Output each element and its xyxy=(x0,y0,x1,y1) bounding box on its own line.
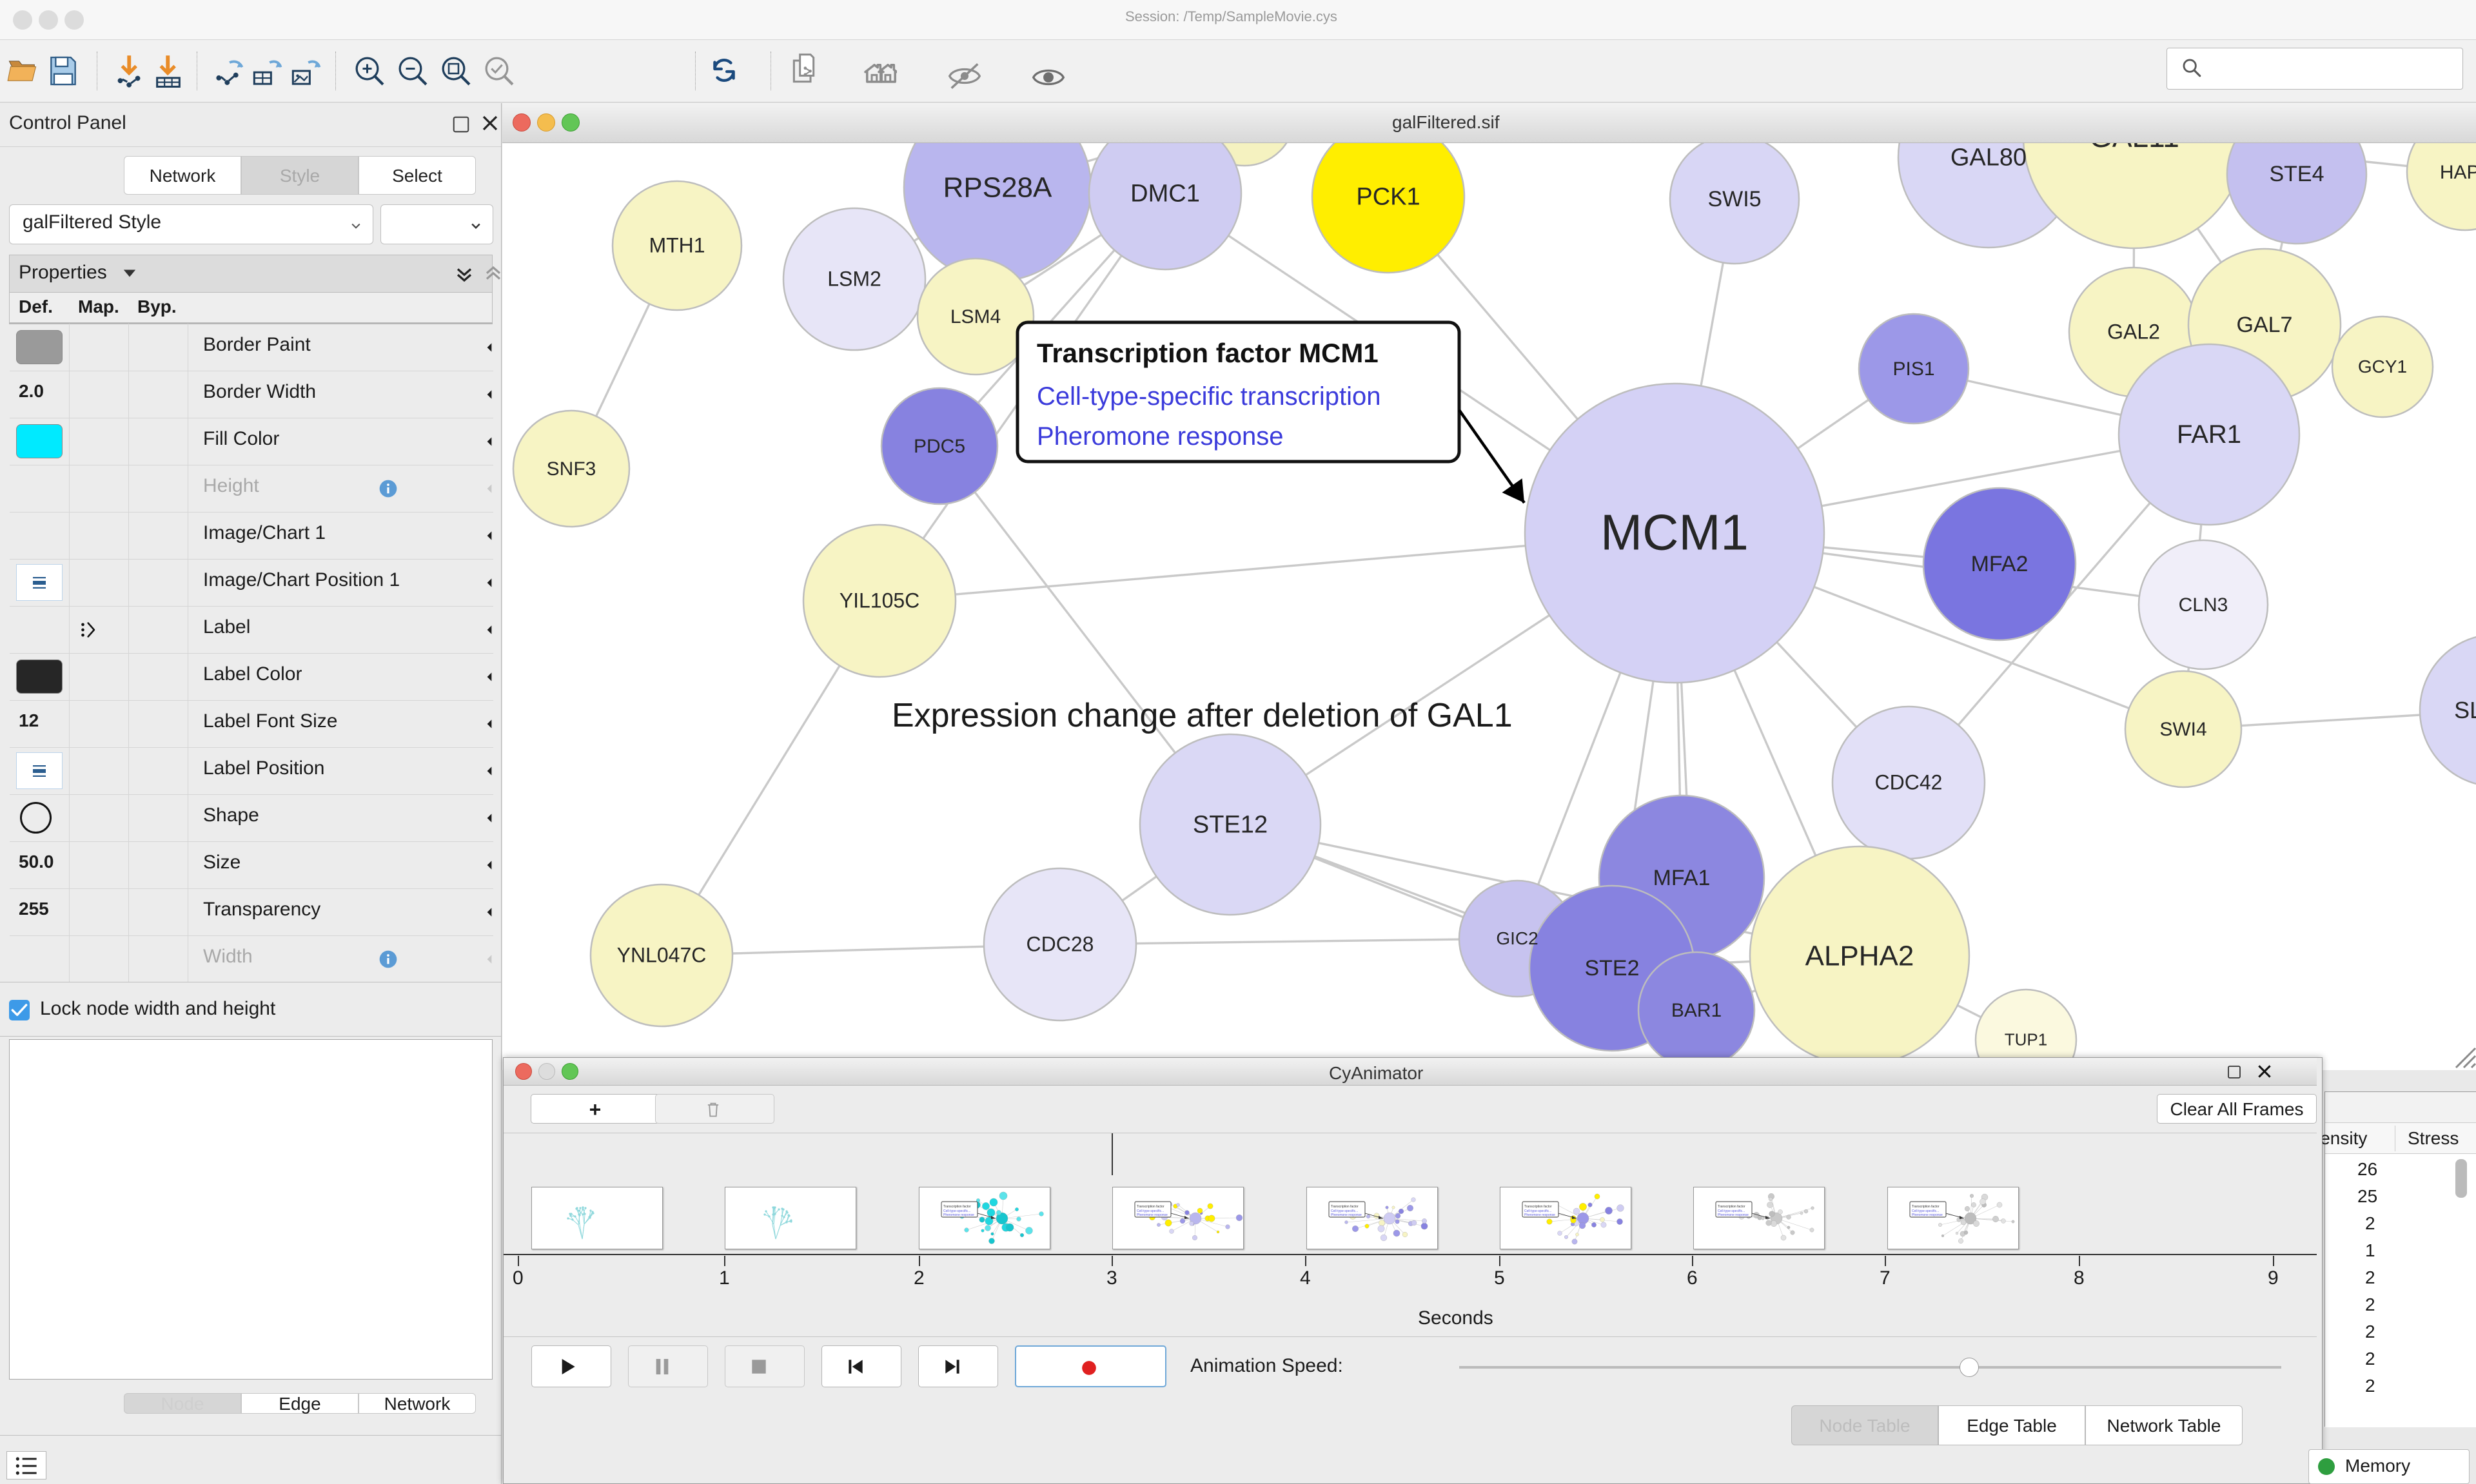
svg-text:MFA2: MFA2 xyxy=(1971,552,2029,576)
svg-text:MCM1: MCM1 xyxy=(1600,504,1749,561)
svg-text:PIS1: PIS1 xyxy=(1892,358,1934,380)
svg-text:PDC5: PDC5 xyxy=(914,436,965,457)
svg-text:PCK1: PCK1 xyxy=(1356,184,1420,211)
svg-text:CLN3: CLN3 xyxy=(2179,594,2228,616)
svg-text:Pheromone response: Pheromone response xyxy=(1331,1213,1362,1217)
svg-text:RPS28A: RPS28A xyxy=(943,172,1052,204)
svg-text:Pheromone response: Pheromone response xyxy=(1137,1213,1168,1217)
svg-text:YNL047C: YNL047C xyxy=(617,944,707,967)
svg-text:Cell-type-specific transcripti: Cell-type-specific transcription xyxy=(1037,382,1381,411)
svg-text:GAL7: GAL7 xyxy=(2237,313,2293,337)
svg-text:GAL2: GAL2 xyxy=(2107,320,2160,344)
svg-text:SWI5: SWI5 xyxy=(1707,187,1761,211)
svg-text:Pheromone response: Pheromone response xyxy=(943,1213,974,1217)
svg-text:Transcription factor: Transcription factor xyxy=(1912,1205,1940,1209)
svg-text:DMC1: DMC1 xyxy=(1130,181,1200,208)
svg-text:Transcription factor MCM1: Transcription factor MCM1 xyxy=(1037,338,1379,368)
svg-text:Transcription factor: Transcription factor xyxy=(1524,1205,1552,1209)
svg-text:Pheromone response: Pheromone response xyxy=(1524,1213,1555,1217)
svg-text:STE12: STE12 xyxy=(1193,812,1268,839)
svg-text:YIL105C: YIL105C xyxy=(840,589,920,612)
svg-text:Pheromone response: Pheromone response xyxy=(1912,1213,1943,1217)
svg-text:ALPHA2: ALPHA2 xyxy=(1805,941,1914,972)
svg-text:Transcription factor: Transcription factor xyxy=(943,1205,971,1209)
svg-text:SNF3: SNF3 xyxy=(547,458,596,480)
svg-text:Expression change after deleti: Expression change after deletion of GAL1 xyxy=(892,697,1513,734)
svg-text:LSM4: LSM4 xyxy=(950,306,1001,327)
svg-text:STE2: STE2 xyxy=(1584,956,1639,981)
svg-text:GCY1: GCY1 xyxy=(2358,356,2407,376)
svg-text:CDC42: CDC42 xyxy=(1875,771,1943,794)
svg-text:CDC28: CDC28 xyxy=(1027,933,1094,956)
svg-text:BAR1: BAR1 xyxy=(1671,1000,1722,1021)
svg-text:FAR1: FAR1 xyxy=(2177,420,2241,449)
svg-text:GAL11: GAL11 xyxy=(2089,143,2179,153)
svg-text:LSM2: LSM2 xyxy=(827,268,881,291)
svg-text:STE4: STE4 xyxy=(2269,162,2324,186)
svg-text:MFA1: MFA1 xyxy=(1653,866,1711,890)
svg-text:SLT2: SLT2 xyxy=(2454,697,2476,723)
svg-text:Transcription factor: Transcription factor xyxy=(1718,1205,1745,1209)
svg-text:SWI4: SWI4 xyxy=(2159,719,2206,740)
svg-text:Transcription factor: Transcription factor xyxy=(1137,1205,1164,1209)
svg-text:GAL80: GAL80 xyxy=(1950,144,2027,171)
svg-text:GIC2: GIC2 xyxy=(1496,928,1538,948)
svg-text:Pheromone response: Pheromone response xyxy=(1037,422,1283,451)
svg-text:HAP2: HAP2 xyxy=(2440,162,2476,183)
svg-text:Pheromone response: Pheromone response xyxy=(1718,1213,1749,1217)
svg-text:TUP1: TUP1 xyxy=(2005,1030,2047,1050)
svg-text:Transcription factor: Transcription factor xyxy=(1331,1205,1359,1209)
svg-text:MTH1: MTH1 xyxy=(649,234,705,257)
